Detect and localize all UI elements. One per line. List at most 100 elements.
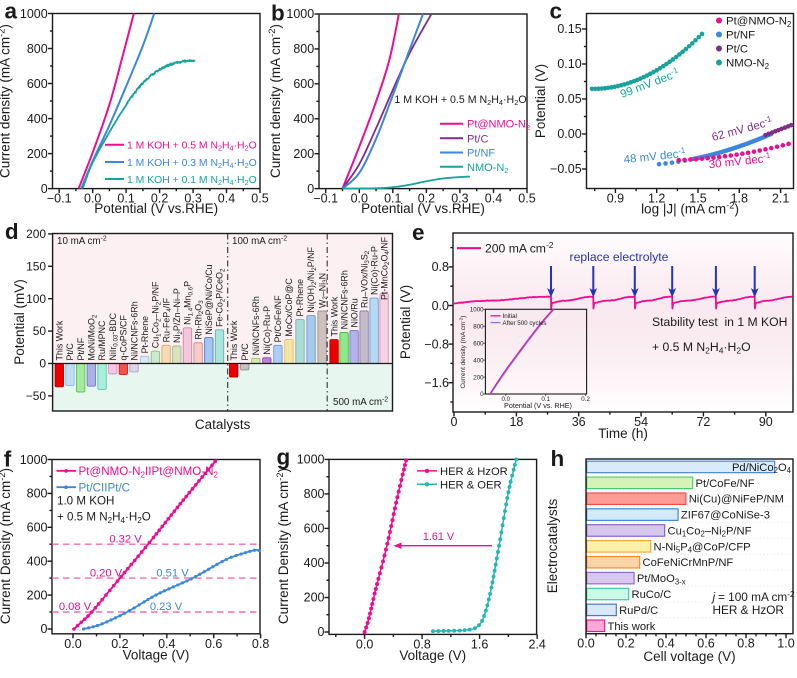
svg-text:10 mA cm-2: 10 mA cm-2 (57, 236, 107, 248)
svg-text:NiIr0.03-BDC: NiIr0.03-BDC (108, 312, 120, 360)
svg-text:= 100 mA cm-2: = 100 mA cm-2 (718, 589, 795, 604)
svg-text:Initial: Initial (503, 313, 517, 320)
svg-text:RuCo/C: RuCo/C (632, 589, 672, 601)
svg-text:0: 0 (451, 415, 458, 429)
svg-text:0.32 V: 0.32 V (109, 533, 142, 545)
svg-text:Pt/NF: Pt/NF (726, 30, 755, 42)
svg-text:200: 200 (27, 588, 48, 602)
svg-text:d: d (5, 219, 19, 244)
svg-text:Current Density (mA cm-2): Current Density (mA cm-2) (274, 468, 291, 624)
svg-text:0: 0 (318, 625, 325, 639)
svg-text:−50: −50 (26, 389, 47, 403)
svg-text:0.2: 0.2 (617, 637, 634, 651)
svg-text:Ni/NCNFs-6Rh: Ni/NCNFs-6Rh (251, 296, 261, 355)
svg-text:−1.6: −1.6 (424, 376, 449, 390)
svg-text:0.3: 0.3 (451, 192, 468, 206)
svg-text:Potential (V vs. RHE): Potential (V vs. RHE) (504, 401, 572, 410)
svg-text:Pt@NMO-N2: Pt@NMO-N2 (467, 119, 530, 132)
svg-text:600: 600 (293, 77, 314, 91)
svg-text:Pt/CoFe/NF: Pt/CoFe/NF (273, 295, 283, 342)
svg-text:0.5: 0.5 (251, 192, 268, 206)
svg-text:Pt/C: Pt/C (467, 133, 488, 145)
svg-text:0.8: 0.8 (413, 637, 430, 651)
svg-text:Pt@NMO-N2IIPt@NMO-N2: Pt@NMO-N2IIPt@NMO-N2 (79, 465, 219, 479)
svg-text:200: 200 (473, 374, 484, 381)
svg-text:Ni(OH)2/Ni2P/NF: Ni(OH)2/Ni2P/NF (306, 246, 318, 312)
svg-text:600: 600 (27, 77, 48, 91)
svg-text:ZIF67@CoNiSe-3: ZIF67@CoNiSe-3 (681, 510, 770, 522)
svg-text:0.08 V: 0.08 V (59, 601, 92, 613)
svg-text:Pt/MoO3-x: Pt/MoO3-x (637, 573, 686, 586)
svg-text:400: 400 (293, 112, 314, 126)
svg-text:Cu1Co2–Ni2P/NF: Cu1Co2–Ni2P/NF (668, 526, 752, 539)
svg-text:1 M KOH + 0.1 M N2H4·H2O: 1 M KOH + 0.1 M N2H4·H2O (127, 175, 257, 187)
svg-text:j: j (711, 590, 716, 604)
svg-text:Pd/NiCo2O4: Pd/NiCo2O4 (732, 462, 792, 475)
svg-text:800: 800 (27, 487, 48, 501)
svg-text:Ni(Cu)@NiFeP/NM: Ni(Cu)@NiFeP/NM (689, 494, 784, 506)
svg-text:0.9: 0.9 (607, 192, 624, 206)
svg-text:Ru/MPNC: Ru/MPNC (97, 320, 107, 361)
svg-text:0.20 V: 0.20 V (90, 567, 123, 579)
svg-text:30 mV dec-1: 30 mV dec-1 (708, 151, 772, 172)
svg-text:200: 200 (304, 591, 325, 605)
svg-text:0.05: 0.05 (557, 92, 581, 106)
svg-text:e: e (412, 220, 425, 245)
svg-text:Pt/C: Pt/C (240, 343, 250, 361)
svg-text:MoCx/CoP@C: MoCx/CoP@C (284, 278, 294, 337)
svg-text:1 M KOH + 0.5 M N2H4·H2O: 1 M KOH + 0.5 M N2H4·H2O (394, 94, 526, 107)
svg-text:0.2: 0.2 (581, 396, 590, 403)
svg-text:1000: 1000 (286, 7, 314, 21)
svg-text:0.4: 0.4 (485, 192, 502, 206)
svg-text:200: 200 (27, 147, 48, 161)
svg-text:Pt@NMO-N2: Pt@NMO-N2 (726, 16, 792, 29)
svg-text:48 mV dec-1: 48 mV dec-1 (623, 146, 687, 167)
svg-text:g: g (277, 445, 291, 470)
svg-text:Potential (V): Potential (V) (533, 64, 548, 138)
svg-text:0: 0 (307, 182, 314, 196)
svg-text:1.8: 1.8 (731, 192, 748, 206)
svg-text:0: 0 (39, 357, 46, 371)
svg-text:Ni1.4Mn0.6P: Ni1.4Mn0.6P (183, 281, 195, 325)
svg-text:200: 200 (26, 227, 46, 241)
svg-text:Fe-Co2P/CeO2: Fe-Co2P/CeO2 (215, 268, 227, 327)
svg-text:0.3: 0.3 (184, 192, 201, 206)
svg-text:0.10: 0.10 (557, 57, 581, 71)
svg-text:b: b (271, 0, 285, 25)
svg-text:0.5: 0.5 (518, 192, 535, 206)
svg-text:0.0: 0.0 (64, 637, 81, 651)
svg-text:Pt/NF: Pt/NF (76, 337, 86, 360)
svg-text:0.0: 0.0 (501, 396, 510, 403)
svg-text:800: 800 (27, 42, 48, 56)
svg-text:Rh-Rh2O3: Rh-Rh2O3 (193, 300, 205, 340)
svg-text:0.0: 0.0 (351, 192, 368, 206)
svg-text:Potential (mV): Potential (mV) (12, 279, 27, 365)
svg-text:0.6: 0.6 (205, 637, 222, 651)
svg-text:150: 150 (26, 259, 46, 273)
svg-text:200 mA cm-2: 200 mA cm-2 (485, 240, 554, 255)
svg-text:After 500 cycles: After 500 cycles (503, 320, 547, 327)
svg-text:600: 600 (473, 340, 484, 347)
svg-text:Cu1Co2–Ni2P/NF: Cu1Co2–Ni2P/NF (151, 281, 163, 348)
svg-text:0: 0 (41, 182, 48, 196)
svg-text:NMO-N2: NMO-N2 (467, 162, 509, 175)
svg-text:W2–Ni3N: W2–Ni3N (317, 273, 329, 308)
svg-text:50: 50 (33, 324, 47, 338)
svg-text:Current density (mA cm-2): Current density (mA cm-2) (266, 24, 283, 178)
svg-text:Voltage (V): Voltage (V) (123, 648, 190, 663)
svg-text:CoFeNiCrMnP/NF: CoFeNiCrMnP/NF (643, 557, 734, 569)
svg-text:0.23 V: 0.23 V (150, 601, 183, 613)
svg-text:200: 200 (293, 147, 314, 161)
svg-text:Stability test in 1 M KOH: Stability test in 1 M KOH (652, 315, 787, 329)
svg-text:Electrocatalysts: Electrocatalysts (545, 498, 560, 593)
svg-text:q-CoPS/CF: q-CoPS/CF (119, 315, 129, 361)
svg-text:800: 800 (473, 323, 484, 330)
svg-text:h: h (551, 446, 565, 471)
svg-text:Potential (V vs.RHE): Potential (V vs.RHE) (361, 201, 485, 216)
svg-text:Current density (mA cm-2): Current density (mA cm-2) (459, 316, 467, 389)
svg-text:18: 18 (509, 415, 523, 429)
svg-text:Ru-FeP4/IF: Ru-FeP4/IF (161, 297, 173, 342)
svg-text:+ 0.5 M N2H4·H2O: + 0.5 M N2H4·H2O (652, 340, 751, 355)
svg-text:NiO/Ru: NiO/Ru (349, 298, 359, 327)
svg-text:This Work: This Work (229, 320, 239, 360)
